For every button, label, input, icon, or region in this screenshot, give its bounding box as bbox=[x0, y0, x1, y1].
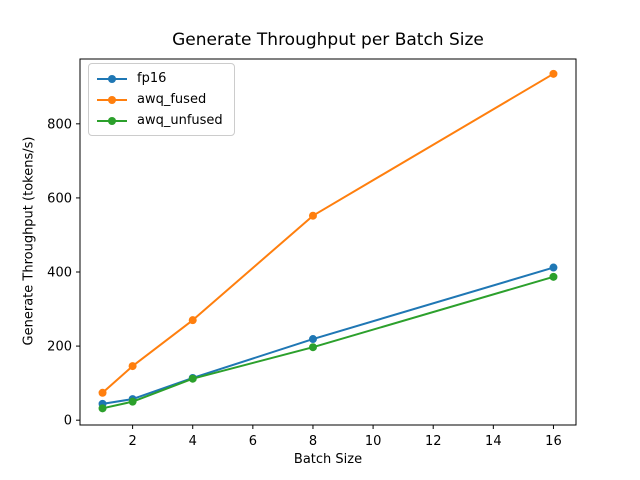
x-tick-label: 4 bbox=[189, 434, 197, 449]
x-tick-label: 16 bbox=[545, 434, 562, 449]
legend: fp16 awq_fused awq_unfused bbox=[88, 63, 235, 136]
series-line-fp16 bbox=[102, 266, 554, 405]
series-marker-awq_fused bbox=[98, 388, 107, 397]
series-line-awq_unfused bbox=[102, 275, 554, 410]
series-marker-awq_fused bbox=[308, 211, 317, 220]
legend-marker bbox=[108, 95, 116, 104]
y-tick-label: 200 bbox=[47, 340, 72, 355]
x-tick-label: 10 bbox=[365, 434, 382, 449]
series-marker-awq_fused bbox=[128, 362, 137, 371]
series-marker-awq_fused bbox=[549, 69, 558, 78]
x-tick-label: 14 bbox=[485, 434, 502, 449]
series-marker-awq_unfused bbox=[188, 374, 197, 383]
series-marker-awq_fused bbox=[188, 316, 197, 325]
x-axis-label: Batch Size bbox=[293, 452, 363, 467]
x-tick-label: 8 bbox=[309, 434, 317, 449]
legend-item-awq_fused: awq_fused bbox=[96, 89, 223, 110]
series-marker-awq_unfused bbox=[308, 343, 317, 352]
plot-frame bbox=[79, 58, 577, 426]
series-marker-fp16 bbox=[308, 335, 317, 344]
legend-marker bbox=[108, 116, 116, 125]
legend-line-sample bbox=[97, 116, 127, 125]
y-tick-label: 0 bbox=[64, 414, 72, 429]
series-marker-awq_unfused bbox=[98, 404, 107, 413]
legend-line-sample bbox=[97, 95, 127, 104]
legend-label: awq_fused bbox=[137, 92, 207, 107]
chart-title: Generate Throughput per Batch Size bbox=[172, 30, 484, 50]
x-tick-label: 2 bbox=[128, 434, 136, 449]
legend-item-awq_unfused: awq_unfused bbox=[96, 110, 223, 131]
x-tick-label: 12 bbox=[425, 434, 442, 449]
y-axis-label: Generate Throughput (tokens/s) bbox=[21, 136, 37, 346]
series-marker-awq_unfused bbox=[128, 397, 137, 406]
y-tick-label: 600 bbox=[47, 191, 72, 206]
legend-label: awq_unfused bbox=[137, 113, 223, 128]
y-tick-label: 800 bbox=[47, 117, 72, 132]
series-marker-awq_unfused bbox=[549, 272, 558, 281]
legend-marker bbox=[108, 74, 116, 83]
legend-item-fp16: fp16 bbox=[96, 68, 223, 89]
x-tick-label: 6 bbox=[249, 434, 257, 449]
series-marker-fp16 bbox=[549, 263, 558, 272]
y-tick-label: 400 bbox=[47, 266, 72, 281]
legend-line-sample bbox=[97, 74, 127, 83]
legend-label: fp16 bbox=[137, 71, 167, 86]
